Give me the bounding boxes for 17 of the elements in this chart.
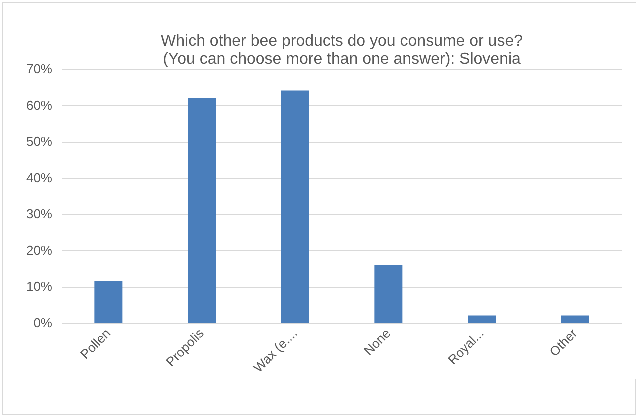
text: (You can choose more than one answer): Slovenia	[163, 51, 521, 68]
bar	[281, 90, 310, 323]
bar	[188, 98, 216, 323]
y-tick-label: 50%	[26, 134, 53, 150]
bar	[374, 264, 403, 323]
bar	[468, 316, 496, 323]
text: Which other bee products do you consume or use?	[161, 33, 523, 50]
bar	[94, 281, 123, 323]
x-tick-label: Wax (e....	[250, 326, 300, 376]
y-tick-label: 0%	[34, 316, 53, 330]
y-tick-label: 70%	[26, 62, 53, 76]
y-tick-label: 60%	[26, 98, 53, 113]
y-tick-label: 20%	[26, 242, 53, 258]
bar	[561, 316, 590, 323]
y-tick-label: 40%	[26, 170, 53, 186]
y-tick-label: 30%	[26, 206, 53, 222]
y-tick-label: 10%	[26, 279, 53, 294]
